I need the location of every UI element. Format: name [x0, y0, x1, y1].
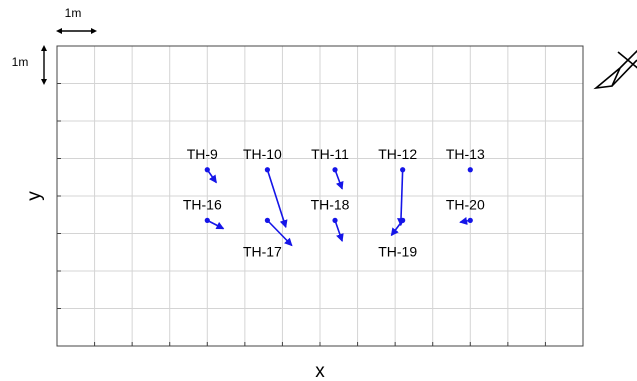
displacement-arrow [266, 219, 293, 247]
point-label: TH-13 [446, 146, 485, 162]
point-marker [332, 167, 338, 173]
north-arrow-icon [593, 49, 637, 90]
point-marker [400, 217, 406, 223]
point-th-9: TH-9 [187, 146, 218, 184]
point-th-13: TH-13 [446, 146, 485, 173]
plot-frame [56, 45, 584, 347]
displacement-arrow [266, 169, 288, 229]
displacement-arrow [206, 219, 225, 230]
point-th-18: TH-18 [311, 196, 350, 242]
point-label: TH-9 [187, 146, 218, 162]
displacement-vectors: TH-9 TH-10 TH-11 TH-12 TH-13 TH-16 TH-17 TH-18 T… [183, 146, 485, 260]
point-th-19: TH-19 [378, 217, 417, 259]
point-label: TH-12 [378, 146, 417, 162]
displacement-arrow [334, 169, 344, 190]
point-label: TH-19 [378, 243, 417, 259]
point-th-16: TH-16 [183, 196, 225, 230]
point-label: TH-10 [243, 146, 282, 162]
point-th-20: TH-20 [446, 196, 485, 225]
point-th-10: TH-10 [243, 146, 288, 229]
point-th-12: TH-12 [378, 146, 417, 227]
point-label: TH-20 [446, 196, 485, 212]
point-label: TH-11 [311, 146, 349, 162]
displacement-arrow [397, 169, 406, 227]
point-marker [332, 217, 338, 223]
grid [57, 46, 583, 346]
displacement-arrow [206, 169, 217, 184]
point-th-17: TH-17 [243, 217, 293, 259]
point-th-11: TH-11 [311, 146, 349, 190]
point-marker [204, 167, 210, 173]
vertical-scale-label: 1m [12, 55, 29, 69]
horizontal-scale-label: 1m [65, 6, 82, 20]
point-marker [204, 217, 210, 223]
point-label: TH-16 [183, 196, 222, 212]
horizontal-scale-bar: 1m [56, 6, 97, 34]
displacement-arrow [390, 219, 404, 237]
point-marker [467, 217, 473, 223]
point-marker [264, 167, 270, 173]
point-label: TH-18 [311, 196, 350, 212]
point-marker [400, 167, 406, 173]
vertical-scale-bar: 1m [12, 45, 47, 85]
point-marker [264, 217, 270, 223]
point-label: TH-17 [243, 243, 282, 259]
displacement-arrow [334, 220, 344, 242]
y-axis-label: y [24, 191, 45, 201]
x-axis-label: x [315, 361, 325, 381]
point-marker [467, 167, 473, 173]
